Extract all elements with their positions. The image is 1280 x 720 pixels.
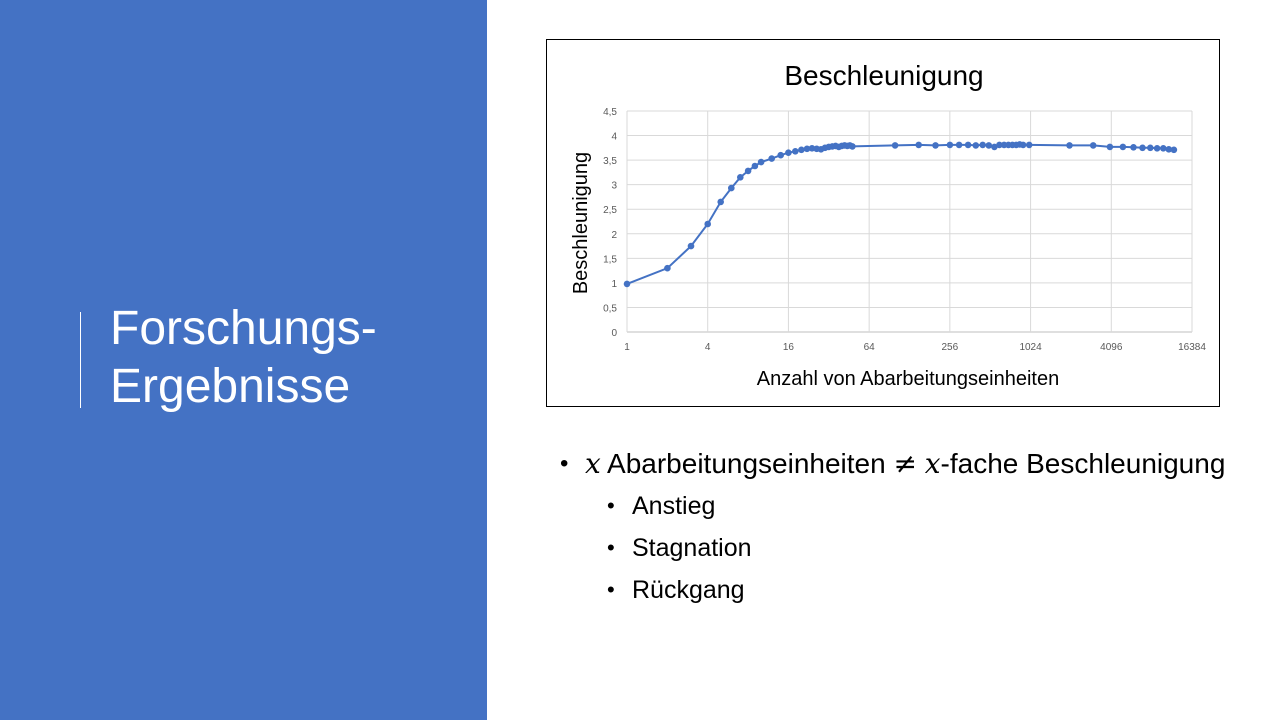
y-tick-label: 0 — [611, 328, 617, 339]
not-equal-symbol: ≠ — [893, 447, 917, 480]
data-point — [1147, 144, 1154, 152]
data-point — [768, 155, 775, 162]
y-tick-label: 1,5 — [603, 254, 617, 265]
bullet-dot: • — [607, 577, 615, 602]
data-point — [798, 146, 805, 154]
data-point — [932, 142, 939, 149]
data-point — [915, 141, 922, 149]
data-point — [1130, 144, 1137, 151]
y-axis-ticks: 0 0,5 1 1,5 2 2,5 3 3,5 4 4,5 — [603, 107, 617, 339]
x-tick-label: 64 — [864, 342, 876, 353]
data-point — [1019, 141, 1027, 149]
sub-bullet-item: • Rückgang — [607, 575, 1250, 605]
data-point — [1025, 141, 1033, 149]
math-variable-x: x — [585, 447, 601, 480]
data-point — [1139, 144, 1146, 152]
data-point — [1066, 142, 1073, 149]
x-axis-label: Anzahl von Abarbeitungseinheiten — [757, 368, 1059, 390]
data-point — [964, 141, 972, 149]
data-point — [664, 264, 671, 272]
data-point — [744, 167, 752, 175]
x-tick-label: 4096 — [1100, 342, 1123, 353]
data-point — [891, 142, 899, 149]
data-point — [737, 174, 744, 181]
bullet-dot: • — [607, 493, 615, 518]
y-axis-label: Beschleunigung — [570, 152, 592, 294]
y-tick-label: 2 — [611, 230, 617, 241]
sub-bullet-list: • Anstieg • Stagnation • Rückgang — [560, 491, 1250, 605]
data-point — [687, 242, 695, 250]
data-points — [623, 141, 1178, 288]
title-panel — [0, 0, 487, 720]
data-point — [985, 142, 993, 149]
y-tick-label: 2,5 — [603, 205, 617, 216]
data-point — [777, 151, 784, 159]
y-tick-label: 4 — [611, 132, 617, 143]
speedup-chart: Beschleunigung 0 0,5 1 1,5 2 2,5 3 3,5 4 4,5 1 4 16… — [546, 39, 1220, 407]
data-point — [803, 145, 811, 153]
slide-title-line-1: Forschungs- — [110, 302, 377, 355]
y-tick-label: 0,5 — [603, 303, 617, 314]
data-point — [1153, 145, 1161, 152]
y-tick-label: 4,5 — [603, 107, 617, 118]
slide-title-line-2: Ergebnisse — [110, 360, 351, 413]
data-point — [623, 280, 631, 288]
x-tick-label: 256 — [942, 342, 959, 353]
data-point — [1119, 143, 1127, 151]
data-point — [955, 141, 963, 149]
title-divider — [80, 312, 81, 408]
sub-bullet-item: • Stagnation — [607, 533, 1250, 563]
sub-bullet-label: Rückgang — [632, 576, 745, 604]
x-tick-label: 16384 — [1178, 342, 1206, 353]
chart-title: Beschleunigung — [784, 60, 983, 91]
data-point — [1160, 145, 1167, 152]
data-point — [972, 142, 980, 149]
sub-bullet-label: Stagnation — [632, 534, 752, 562]
x-axis-ticks: 1 4 16 64 256 1024 4096 16384 — [624, 342, 1206, 353]
y-tick-label: 3,5 — [603, 156, 617, 167]
bullet-main: • x Abarbeitungseinheiten ≠ x-fache Besc… — [560, 444, 1250, 483]
bullet-list: • x Abarbeitungseinheiten ≠ x-fache Besc… — [560, 444, 1250, 617]
bullet-text-part1: Abarbeitungseinheiten — [600, 448, 894, 479]
x-tick-label: 1 — [624, 342, 630, 353]
chart-canvas: Beschleunigung 0 0,5 1 1,5 2 2,5 3 3,5 4 4,5 1 4 16… — [570, 60, 1206, 390]
x-tick-label: 1024 — [1019, 342, 1042, 353]
bullet-text-part2: -fache Beschleunigung — [940, 448, 1226, 479]
data-point — [751, 162, 759, 170]
data-point — [792, 148, 799, 155]
data-point — [728, 184, 735, 192]
data-point — [849, 143, 856, 150]
data-point — [1165, 146, 1173, 153]
data-point — [1106, 143, 1114, 151]
data-point — [704, 220, 711, 228]
sub-bullet-label: Anstieg — [632, 492, 716, 520]
sub-bullet-item: • Anstieg — [607, 491, 1250, 521]
x-tick-label: 16 — [783, 342, 795, 353]
series-line — [626, 143, 1174, 285]
data-point — [757, 158, 765, 166]
data-point — [785, 149, 792, 156]
math-variable-x: x — [924, 447, 941, 480]
data-point — [717, 198, 724, 206]
x-tick-label: 4 — [705, 342, 711, 353]
bullet-dot: • — [607, 535, 615, 560]
data-point — [979, 141, 986, 149]
bullet-dot: • — [560, 450, 569, 477]
y-tick-label: 1 — [611, 279, 617, 290]
data-point — [991, 143, 998, 151]
y-tick-label: 3 — [611, 181, 617, 192]
chart-gridlines — [626, 110, 1193, 333]
data-point — [1170, 146, 1178, 154]
slide-title: Forschungs- Ergebnisse — [110, 300, 480, 416]
data-point — [996, 141, 1003, 149]
data-point — [1089, 142, 1097, 149]
data-point — [946, 141, 954, 149]
